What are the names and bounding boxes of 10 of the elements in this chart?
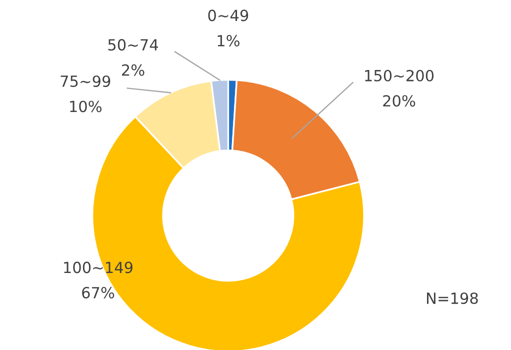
text: N=198 <box>427 292 478 304</box>
data-label: 20% <box>383 95 416 107</box>
slice-label: 0~49 <box>208 10 248 22</box>
data-label: 2% <box>122 64 144 76</box>
slice-label: 50~74 <box>108 39 158 51</box>
data-label: 10% <box>70 100 102 112</box>
data-label: 67% <box>82 286 114 298</box>
slice-label: 150~200 <box>365 70 434 82</box>
slice-label: 75~99 <box>60 75 110 88</box>
data-label: 1% <box>218 34 240 46</box>
